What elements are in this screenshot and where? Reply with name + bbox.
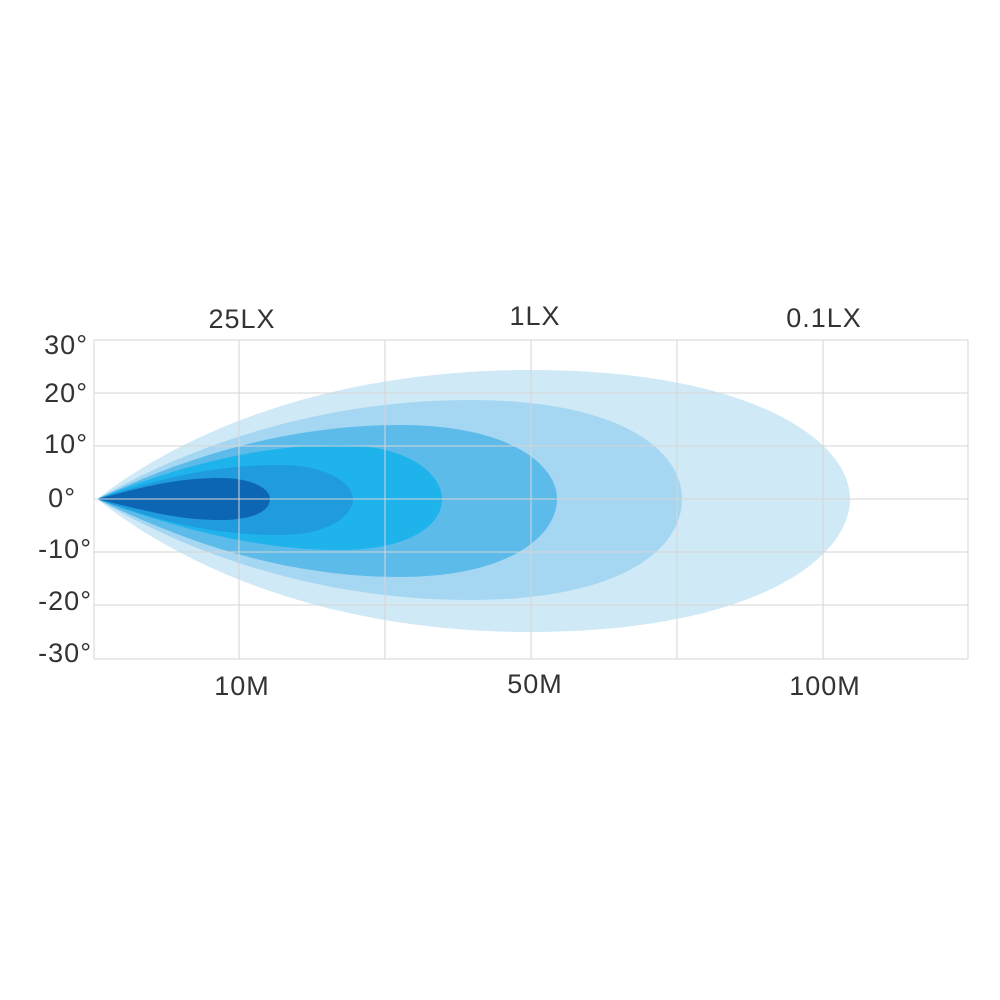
top-label: 25LX (208, 304, 275, 334)
y-label: 30° (44, 330, 88, 360)
top-label: 1LX (509, 301, 560, 331)
bottom-label: 100M (789, 671, 861, 701)
y-label: -20° (38, 586, 92, 616)
y-label: -10° (38, 534, 92, 564)
beam-pattern (97, 370, 850, 632)
y-label: 10° (44, 429, 88, 459)
bottom-label: 10M (214, 671, 270, 701)
y-label: 20° (44, 378, 88, 408)
y-label: 0° (48, 483, 76, 513)
grid (93, 339, 969, 660)
top-label: 0.1LX (786, 303, 862, 333)
bottom-label: 50M (507, 669, 563, 699)
y-label: -30° (38, 638, 92, 668)
